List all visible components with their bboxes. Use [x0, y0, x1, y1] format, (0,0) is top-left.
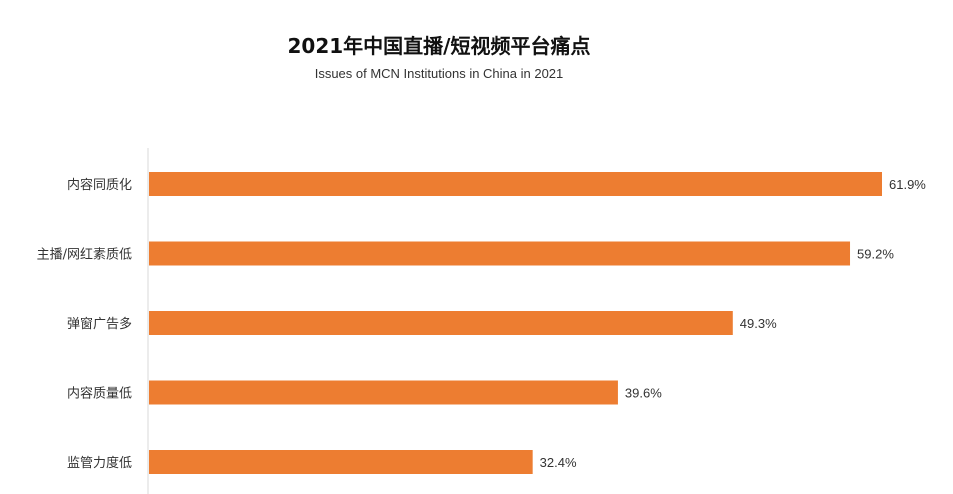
category-label-0: 内容同质化 [67, 177, 132, 193]
category-label-4: 监管力度低 [67, 455, 132, 471]
value-label-2: 49.3% [740, 316, 777, 331]
bar-4 [149, 450, 533, 474]
chart-subtitle: Issues of MCN Institutions in China in 2… [314, 66, 564, 81]
bar-2 [149, 311, 733, 335]
category-label-3: 内容质量低 [67, 386, 132, 402]
category-label-1: 主播/网红素质低 [37, 247, 132, 263]
chart-title: 2021年中国直播/短视频平台痛点 [287, 34, 591, 58]
bar-0 [149, 172, 882, 196]
bars-group: 内容同质化 61.9% 主播/网红素质低 59.2% 弹窗广告多 49.3% 内容质量低 39… [37, 172, 926, 474]
bar-1 [149, 241, 851, 266]
value-label-1: 59.2% [857, 247, 894, 262]
value-label-0: 61.9% [889, 177, 926, 192]
value-label-4: 32.4% [540, 455, 577, 470]
bar-3 [149, 380, 618, 405]
category-label-2: 弹窗广告多 [67, 316, 132, 332]
value-label-3: 39.6% [625, 386, 662, 401]
